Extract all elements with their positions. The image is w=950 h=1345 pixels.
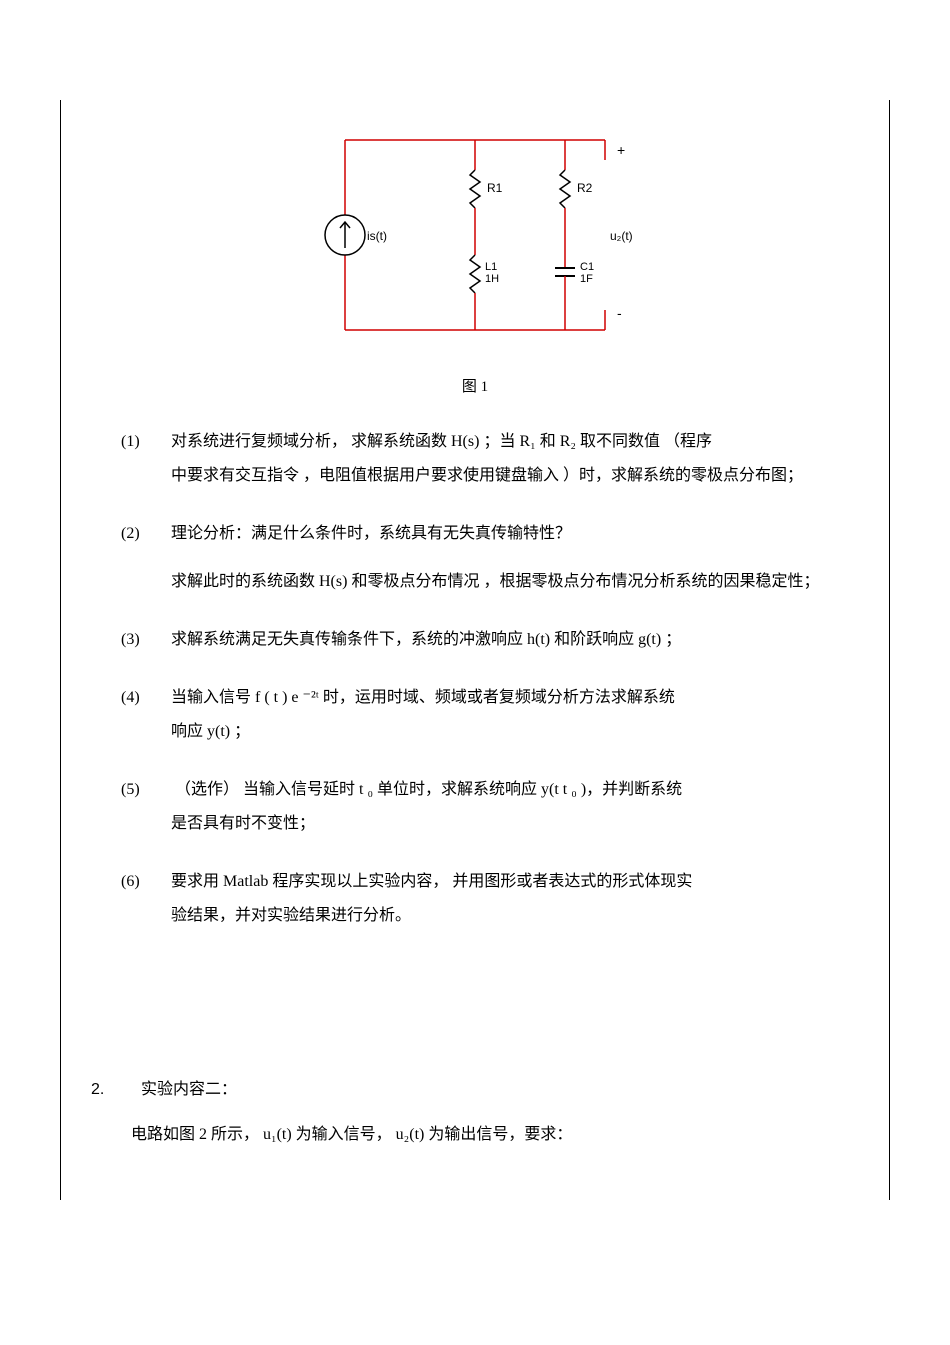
section-2-number: 2.: [91, 1072, 141, 1107]
l1-label-b: 1H: [485, 273, 499, 285]
item-number: (5): [121, 774, 171, 806]
section-2: 2.实验内容二： 电路如图 2 所示， u₁(t) 为输入信号， u₂(t) 为…: [91, 1072, 859, 1152]
content-frame: is(t) R1 L1 1H R2 C1: [60, 100, 890, 1200]
item-number: (2): [121, 518, 171, 550]
section-2-title: 实验内容二：: [141, 1081, 237, 1098]
out-plus: +: [617, 142, 625, 158]
item-text-rest: 验结果，并对实验结果进行分析。: [121, 900, 849, 932]
item-text: 理论分析：满足什么条件时，系统具有无失真传输特性？: [171, 525, 571, 542]
item-text: 对系统进行复频域分析， 求解系统函数 H(s) ；当 R₁ 和 R₂ 取不同数值…: [171, 433, 712, 450]
circuit-svg: is(t) R1 L1 1H R2 C1: [305, 120, 645, 350]
r2-label: R2: [577, 181, 593, 195]
item-text: （选作） 当输入信号延时 t ₀ 单位时，求解系统响应 y(t t ₀ )，并判…: [171, 781, 682, 798]
item-number: (4): [121, 682, 171, 714]
r1-label: R1: [487, 181, 503, 195]
item-2-followup: 求解此时的系统函数 H(s) 和零极点分布情况 ，根据零极点分布情况分析系统的因…: [121, 566, 849, 598]
item-text: 当输入信号 f ( t ) e ⁻²ᵗ 时，运用时域、频域或者复频域分析方法求解…: [171, 689, 675, 706]
item-number: (1): [121, 426, 171, 458]
out-label: u₂(t): [610, 229, 633, 243]
out-minus: -: [617, 305, 622, 321]
list-item-6: (6)要求用 Matlab 程序实现以上实验内容， 并用图形或者表达式的形式体现…: [121, 866, 849, 932]
circuit-diagram: is(t) R1 L1 1H R2 C1: [91, 120, 859, 355]
item-text-rest: 是否具有时不变性；: [121, 808, 849, 840]
list-item-3: (3)求解系统满足无失真传输条件下，系统的冲激响应 h(t) 和阶跃响应 g(t…: [121, 624, 849, 656]
item-text: 要求用 Matlab 程序实现以上实验内容， 并用图形或者表达式的形式体现实: [171, 873, 692, 890]
section-2-heading: 2.实验内容二：: [91, 1072, 859, 1107]
c1-label-a: C1: [580, 261, 594, 273]
c1-label-b: 1F: [580, 273, 593, 285]
item-list: (1)对系统进行复频域分析， 求解系统函数 H(s) ；当 R₁ 和 R₂ 取不…: [91, 426, 859, 932]
item-text: 求解系统满足无失真传输条件下，系统的冲激响应 h(t) 和阶跃响应 g(t) ；: [171, 631, 681, 648]
document-page: is(t) R1 L1 1H R2 C1: [0, 0, 950, 1345]
section-2-desc: 电路如图 2 所示， u₁(t) 为输入信号， u₂(t) 为输出信号，要求：: [91, 1117, 859, 1152]
item-number: (3): [121, 624, 171, 656]
list-item-4: (4)当输入信号 f ( t ) e ⁻²ᵗ 时，运用时域、频域或者复频域分析方…: [121, 682, 849, 748]
item-number: (6): [121, 866, 171, 898]
item-text-rest: 响应 y(t) ；: [121, 716, 849, 748]
list-item-5: (5) （选作） 当输入信号延时 t ₀ 单位时，求解系统响应 y(t t ₀ …: [121, 774, 849, 840]
item-text-rest: 中要求有交互指令 ，电阻值根据用户要求使用键盘输入 ）时，求解系统的零极点分布图…: [121, 460, 849, 492]
figure-1-caption: 图 1: [91, 375, 859, 396]
list-item-1: (1)对系统进行复频域分析， 求解系统函数 H(s) ；当 R₁ 和 R₂ 取不…: [121, 426, 849, 492]
l1-label-a: L1: [485, 261, 497, 273]
source-label: is(t): [367, 229, 387, 243]
list-item-2: (2)理论分析：满足什么条件时，系统具有无失真传输特性？: [121, 518, 849, 550]
